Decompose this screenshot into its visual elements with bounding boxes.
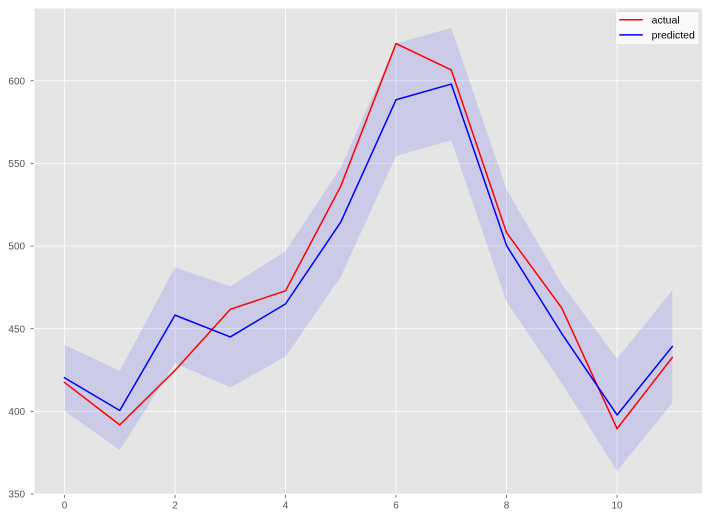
svg-text:0: 0 [62, 501, 68, 512]
svg-text:actual: actual [652, 14, 680, 26]
svg-text:350: 350 [8, 490, 25, 501]
svg-text:10: 10 [611, 501, 623, 512]
svg-text:500: 500 [8, 242, 25, 253]
svg-text:400: 400 [8, 407, 25, 418]
svg-text:4: 4 [283, 501, 289, 512]
svg-text:predicted: predicted [652, 30, 695, 42]
svg-text:550: 550 [8, 159, 25, 170]
svg-text:450: 450 [8, 324, 25, 335]
svg-text:600: 600 [8, 76, 25, 87]
svg-text:6: 6 [393, 501, 399, 512]
svg-text:8: 8 [504, 501, 510, 512]
svg-text:2: 2 [172, 501, 178, 512]
